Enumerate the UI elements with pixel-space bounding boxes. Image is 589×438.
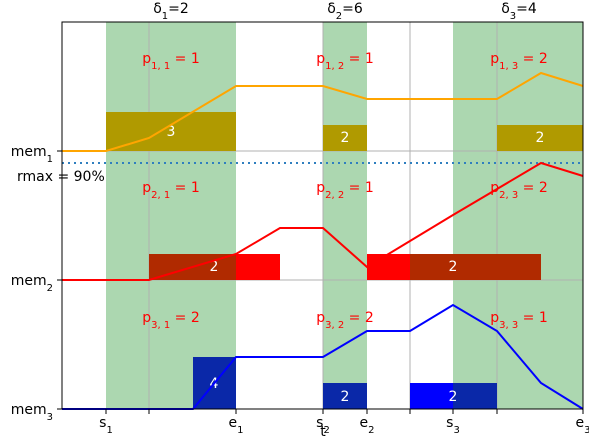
box-mem3-4 [453,383,497,409]
band-1 [106,22,236,409]
p-label: p1, 1 = 1 [142,51,200,72]
box-label: 2 [449,389,458,405]
y-tick-label: mem3 [11,402,53,423]
x-axis-label: t [320,424,326,438]
delta-label: δ2=6 [327,1,363,22]
series-line-mem3 [62,303,584,410]
box-mem3-3 [410,383,453,409]
p-label: p2, 1 = 1 [142,180,200,201]
p-label: p1, 3 = 2 [490,51,548,72]
box-label: 2 [341,389,350,405]
delta-label: δ1=2 [153,1,189,22]
box-mem2-4 [410,254,541,280]
delta-label: δ3=4 [501,1,537,22]
delta-labels: δ1=2 δ2=6 δ3=4 [153,1,537,22]
y-tick-labels: mem1 mem2 mem3 [11,144,53,423]
x-tick-marks [57,150,584,414]
box-mem2-3 [367,254,410,280]
box-label: 3 [167,124,176,140]
box-label: 2 [536,130,545,146]
deadline-bands [106,22,583,409]
rmax-label: rmax = 90% [17,169,105,185]
series-line-mem1 [62,71,584,152]
y-tick-label: mem1 [11,144,53,165]
usage-boxes [106,112,583,409]
p-label: p2, 3 = 2 [490,180,548,201]
y-tick-label: mem2 [11,273,53,294]
box-label: 2 [210,259,219,275]
p-label: p3, 3 = 1 [490,310,548,331]
x-tick-labels: s1 e1 s2 e2 s3 e3 [99,415,589,436]
box-mem1-2 [323,125,367,151]
box-label: 2 [341,130,350,146]
series-line-mem2 [62,161,584,281]
p-label: p2, 2 = 1 [316,180,374,201]
x-tick-label: e2 [360,415,375,436]
box-label: 2 [449,259,458,275]
p-labels: p1, 1 = 1 p1, 2 = 1 p1, 3 = 2 p2, 1 = 1 p2, … [142,51,548,331]
box-mem2-2 [236,254,280,280]
band-2 [323,22,367,409]
x-tick-label: e3 [576,415,589,436]
p-label: p1, 2 = 1 [316,51,374,72]
x-tick-label: s2 [316,415,330,436]
x-tick-label: s3 [446,415,460,436]
p-label: p3, 2 = 2 [316,310,374,331]
x-tick-label: s1 [99,415,113,436]
box-mem3-2 [323,383,367,409]
p-label: p3, 1 = 2 [142,310,200,331]
box-mem1-3 [497,125,583,151]
x-tick-label: e1 [229,415,244,436]
